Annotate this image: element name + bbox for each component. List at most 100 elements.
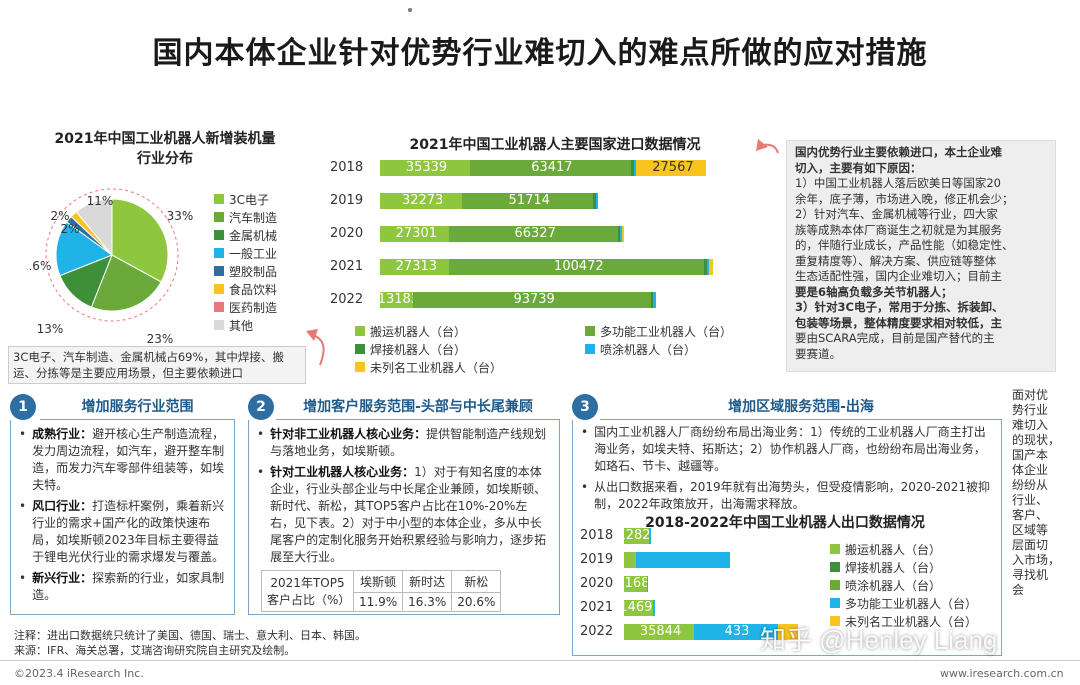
bullet-body: 打造标杆案例，乘着新兴行业的需求+国产化的政策快速布局，如埃斯顿2023年目标主… bbox=[32, 499, 225, 564]
legend-swatch bbox=[214, 284, 224, 294]
reasons-line: 国内优势行业主要依赖进口，本土企业难 bbox=[795, 145, 1002, 159]
reasons-line: 生态适配性强，国内企业难切入；目前主 bbox=[795, 269, 1002, 283]
bar-segment bbox=[449, 226, 618, 242]
top5-col-estun: 埃斯顿 bbox=[352, 570, 404, 593]
legend-swatch bbox=[355, 362, 365, 372]
reasons-line: 包装等场景，整体精度要求相对较低，主 bbox=[795, 315, 1002, 330]
bullet-bold: 针对工业机器人核心业务： bbox=[270, 465, 415, 479]
bar-year-label: 2020 bbox=[330, 226, 364, 241]
bar-segment bbox=[380, 226, 450, 242]
legend-label: 一般工业 bbox=[229, 246, 278, 261]
bullet-body: 避开核心生产制造流程，发力周边流程，如汽车，避开整车制造，而发力汽车零部件组装等… bbox=[32, 427, 225, 492]
chart-legend-item: 焊接机器人（台） bbox=[355, 340, 585, 358]
legend-label: 金属机械 bbox=[229, 228, 278, 243]
box1-header: 增加服务行业范围 bbox=[40, 394, 235, 420]
bullet-dot: • bbox=[19, 499, 27, 513]
bullet-bold: 风口行业： bbox=[32, 499, 93, 513]
pie-legend-item: 其他 bbox=[214, 316, 304, 334]
bar-value-label: 11689 bbox=[616, 576, 658, 591]
bullet-bold: 成熟行业： bbox=[32, 427, 93, 441]
sidebar-summary: 面对优 势行业 难切入 的现状， 国产本 体企业 纷纷从 行业、 客户、 区域等 层面切 入市场， 寻找… bbox=[1012, 388, 1072, 598]
bar-value-label: 51714 bbox=[508, 193, 550, 208]
bar-value-label: 433 bbox=[724, 624, 750, 639]
reasons-line: 2）针对汽车、金属机械等行业，四大家 bbox=[795, 207, 998, 221]
bullet-dot: • bbox=[581, 425, 589, 439]
legend-swatch bbox=[214, 248, 224, 258]
legend-swatch bbox=[830, 616, 840, 626]
pie-legend-item: 汽车制造 bbox=[214, 208, 304, 226]
sidebar-line: 行业、 bbox=[1012, 493, 1049, 507]
bar-value-label: 12820 bbox=[617, 528, 659, 543]
sidebar-line: 的现状， bbox=[1012, 433, 1061, 447]
sidebar-line: 面对优 bbox=[1012, 388, 1049, 402]
box2-items: • 针对非工业机器人核心业务：提供智能制造产线规划与落地业务，如埃斯顿。 • 针对工业… bbox=[249, 420, 559, 576]
bar-year-label: 2020 bbox=[580, 576, 614, 591]
legend-label: 搬运机器人（台） bbox=[370, 324, 467, 339]
bar-segment bbox=[461, 193, 594, 209]
bar-segment bbox=[704, 259, 707, 275]
bullet-text: 针对非工业机器人核心业务：提供智能制造产线规划与落地业务，如埃斯顿。 bbox=[270, 426, 551, 460]
reasons-line: 余年，底子薄，市场进入晚，修正机会少； bbox=[795, 191, 1014, 206]
bar-year-label: 2019 bbox=[580, 552, 614, 567]
legend-label: 食品饮料 bbox=[229, 282, 278, 297]
top5-val-siasun: 20.6% bbox=[451, 592, 502, 612]
pie-label-3: 16% bbox=[30, 259, 51, 273]
legend-swatch bbox=[214, 266, 224, 276]
pie-legend-item: 医药制造 bbox=[214, 298, 304, 316]
chart-legend-item: 搬运机器人（台） bbox=[830, 540, 1000, 558]
pie-legend-item: 塑胶制品 bbox=[214, 262, 304, 280]
bullet-item: • 从出口数据来看，2019年就有出海势头，但受疫情影响，2020-2021被抑制… bbox=[581, 479, 993, 513]
chart-legend-item: 多功能工业机器人（台） bbox=[830, 594, 1000, 612]
pie-legend-item: 3C电子 bbox=[214, 190, 304, 208]
footer-copyright: ©2023.4 iResearch Inc. bbox=[14, 667, 144, 680]
legend-swatch bbox=[214, 302, 224, 312]
bar-segment bbox=[624, 552, 636, 568]
bullet-item: • 成熟行业：避开核心生产制造流程，发力周边流程，如汽车，避开整车制造，而发力汽车… bbox=[19, 426, 226, 494]
bar-segment bbox=[380, 193, 462, 209]
bar-value-label: 27313 bbox=[395, 259, 438, 274]
bullet-dot: • bbox=[257, 465, 265, 479]
legend-swatch bbox=[585, 326, 595, 336]
legend-label: 多功能工业机器人（台） bbox=[845, 596, 978, 611]
bar-year-label: 2022 bbox=[580, 624, 614, 639]
legend-swatch bbox=[214, 194, 224, 204]
bar-segment bbox=[595, 193, 599, 209]
legend-swatch bbox=[214, 230, 224, 240]
legend-label: 焊接机器人（台） bbox=[845, 560, 942, 575]
bar-value-label: 93739 bbox=[513, 292, 555, 307]
bar-year-label: 2018 bbox=[580, 528, 614, 543]
legend-label: 多功能工业机器人（台） bbox=[600, 324, 733, 339]
connector-arrows bbox=[306, 139, 779, 366]
legend-swatch bbox=[214, 320, 224, 330]
legend-label: 未列名工业机器人（台） bbox=[370, 360, 503, 375]
bar-segment bbox=[706, 259, 710, 275]
bullet-text: 从出口数据来看，2019年就有出海势头，但受疫情影响，2020-2021被抑制，… bbox=[594, 479, 993, 513]
import-chart: 2018 35339 63417 27567 2019 32273 51714 2020 273… bbox=[330, 160, 730, 320]
legend-label: 未列名工业机器人（台） bbox=[845, 614, 978, 629]
footer-source: 来源：IFR、海关总署，艾瑞咨询研究院自主研究及绘制。 bbox=[14, 644, 296, 657]
chart-legend-item: 焊接机器人（台） bbox=[830, 558, 1000, 576]
bullet-body: 提供智能制造产线规划与落地业务，如埃斯顿。 bbox=[270, 427, 547, 458]
chart-legend-item: 喷涂机器人（台） bbox=[585, 340, 775, 358]
bar-value-label: 66327 bbox=[514, 226, 556, 241]
pie-slice-3 bbox=[55, 221, 114, 277]
reasons-line: 3）针对3C电子，常用于分拣、拆装卸、 bbox=[795, 300, 1004, 314]
pie-label-5: 2% bbox=[60, 222, 79, 236]
bar-segment bbox=[636, 160, 707, 176]
export-legend: 搬运机器人（台） 焊接机器人（台） 喷涂机器人（台） 多功能工业机器人（台） 未列名工业… bbox=[830, 540, 1000, 630]
sidebar-line: 势行业 bbox=[1012, 403, 1049, 417]
box3-number: 3 bbox=[572, 394, 598, 420]
top5-col-siasun: 新松 bbox=[451, 570, 502, 593]
export-chart-title: 2018-2022年中国工业机器人出口数据情况 bbox=[645, 515, 925, 531]
sidebar-line: 入市场， bbox=[1012, 553, 1061, 567]
bar-segment bbox=[709, 259, 714, 275]
legend-swatch bbox=[585, 344, 595, 354]
bar-segment bbox=[630, 160, 634, 176]
bar-segment bbox=[652, 600, 655, 616]
bullet-item: • 新兴行业：探索新的行业，如家具制造。 bbox=[19, 570, 226, 604]
legend-label: 搬运机器人（台） bbox=[845, 542, 942, 557]
reasons-line: 要赛道。 bbox=[795, 346, 841, 361]
bullet-bold: 新兴行业： bbox=[32, 571, 93, 585]
pie-title-line1: 2021年中国工业机器人新增装机量 bbox=[54, 131, 276, 147]
legend-label: 塑胶制品 bbox=[229, 264, 278, 279]
